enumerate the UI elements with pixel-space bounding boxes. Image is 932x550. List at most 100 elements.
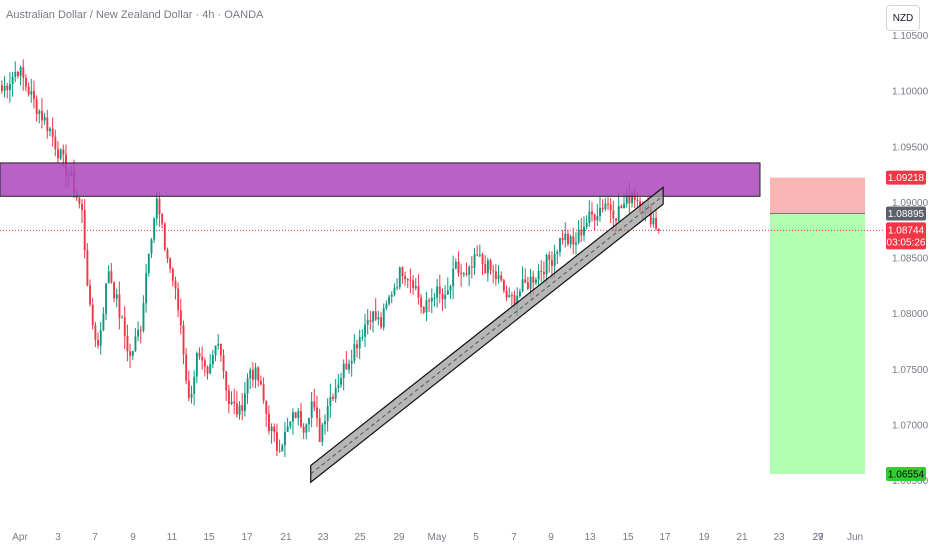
candle-body xyxy=(476,254,479,256)
date-tick-label: 11 xyxy=(167,532,178,543)
date-tick-label: 13 xyxy=(584,532,596,543)
candle-body xyxy=(612,210,615,219)
candle-body xyxy=(468,266,471,275)
candle-body xyxy=(607,203,609,205)
candle-body xyxy=(131,351,134,356)
candle-body xyxy=(102,313,105,331)
candle-body xyxy=(393,287,396,296)
candle-body xyxy=(51,128,54,137)
candle-body xyxy=(326,406,329,422)
candle-body xyxy=(211,355,214,365)
candle-body xyxy=(198,352,201,357)
candle-body xyxy=(340,377,342,385)
candle-body xyxy=(118,294,121,318)
candle-body xyxy=(254,367,257,380)
date-tick-label: 9 xyxy=(548,532,554,543)
candle-body xyxy=(388,296,391,304)
candle-body xyxy=(510,295,513,297)
candle-body xyxy=(444,294,447,300)
candle-body xyxy=(292,412,294,422)
candle-body xyxy=(49,128,51,132)
candle-body xyxy=(99,330,102,346)
candle-body xyxy=(390,295,393,297)
take-profit-tag-bg xyxy=(886,466,926,481)
date-tick-label: Apr xyxy=(12,532,28,543)
countdown-tag: 03:05:26 xyxy=(887,237,926,248)
candle-body xyxy=(406,279,409,281)
candle-body xyxy=(401,267,404,277)
candle-body xyxy=(265,400,268,414)
date-tick-label: 19 xyxy=(698,532,710,543)
candle-body xyxy=(281,445,284,452)
price-tick-label: 1.10500 xyxy=(892,31,929,42)
price-tick-label: 1.08000 xyxy=(892,309,929,320)
date-tick-label: 15 xyxy=(622,532,634,543)
candle-body xyxy=(227,390,230,405)
candle-body xyxy=(561,238,564,241)
candle-body xyxy=(57,149,59,159)
candle-body xyxy=(310,401,313,419)
candle-body xyxy=(81,203,83,210)
price-tick-label: 1.07500 xyxy=(892,365,929,376)
candle-body xyxy=(166,249,169,259)
candle-body xyxy=(508,295,511,298)
candle-body xyxy=(177,288,180,311)
candle-body xyxy=(364,324,367,337)
candle-body xyxy=(302,426,305,433)
candle-body xyxy=(628,194,631,204)
candle-body xyxy=(513,295,516,305)
candle-body xyxy=(436,286,439,298)
candle-body xyxy=(6,85,9,91)
candle-body xyxy=(33,91,35,99)
candle-body xyxy=(446,290,449,295)
channel-midline xyxy=(310,195,664,475)
candle-body xyxy=(428,300,431,302)
candle-body xyxy=(46,117,49,132)
currency-button[interactable]: NZD xyxy=(886,5,920,31)
candle-body xyxy=(321,424,324,442)
candle-body xyxy=(249,369,252,379)
candle-body xyxy=(97,340,100,346)
candle-body xyxy=(545,254,548,275)
entry-price-tag-bg xyxy=(886,206,926,221)
candle-body xyxy=(518,291,521,296)
candle-body xyxy=(366,320,369,325)
candle-body xyxy=(123,317,126,336)
candle-body xyxy=(78,197,81,204)
candle-body xyxy=(615,218,617,221)
candle-body xyxy=(356,344,359,349)
candle-body xyxy=(193,376,196,394)
candle-body xyxy=(91,304,94,326)
candle-body xyxy=(404,276,407,280)
candle-body xyxy=(54,136,57,150)
date-tick-label: 17 xyxy=(659,532,671,543)
date-tick-label: 23 xyxy=(773,532,785,543)
candle-body xyxy=(297,411,300,419)
stop-loss-tag-bg xyxy=(886,170,926,185)
candle-body xyxy=(591,211,593,215)
candle-body xyxy=(134,336,137,352)
candle-body xyxy=(329,396,332,407)
candle-body xyxy=(623,203,626,209)
candle-body xyxy=(142,303,145,331)
candle-body xyxy=(11,76,14,85)
candle-body xyxy=(203,360,206,367)
candle-body xyxy=(380,317,383,328)
candle-body xyxy=(161,214,164,224)
price-tick-label: 1.06500 xyxy=(892,476,929,487)
candle-body xyxy=(30,91,33,95)
date-tick-label: May xyxy=(428,532,447,543)
candle-body xyxy=(214,345,217,356)
candle-body xyxy=(324,421,326,425)
candle-body xyxy=(564,233,567,241)
candle-body xyxy=(529,276,532,289)
candle-body xyxy=(382,308,385,328)
candle-body xyxy=(243,393,246,411)
candle-body xyxy=(441,293,444,300)
candle-body xyxy=(494,271,497,279)
candle-body xyxy=(3,85,6,91)
candle-body xyxy=(452,268,455,287)
candle-body xyxy=(110,271,113,283)
candle-body xyxy=(201,356,204,361)
